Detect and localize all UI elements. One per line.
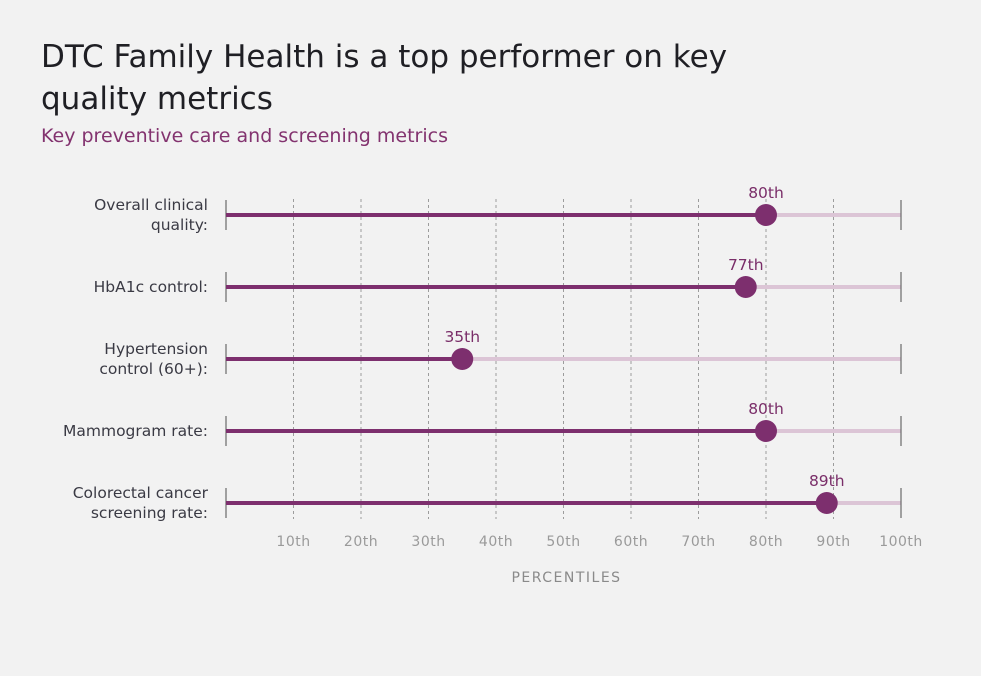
value-label: 89th bbox=[809, 472, 845, 490]
tick-label: 40th bbox=[479, 534, 513, 550]
value-dot bbox=[755, 420, 777, 442]
row-label: Overall clinical bbox=[94, 196, 208, 214]
value-dot bbox=[451, 348, 474, 370]
value-dot bbox=[734, 276, 757, 298]
row-label: control (60+): bbox=[99, 360, 208, 378]
row-label: Mammogram rate: bbox=[63, 422, 208, 440]
value-label: 35th bbox=[444, 328, 480, 346]
row-label: screening rate: bbox=[91, 504, 208, 522]
chart-subtitle: Key preventive care and screening metric… bbox=[41, 125, 448, 147]
value-label: 77th bbox=[728, 256, 764, 274]
tick-label: 90th bbox=[816, 534, 850, 550]
value-dot bbox=[815, 492, 838, 514]
tick-label: 80th bbox=[749, 534, 783, 550]
tick-label: 60th bbox=[614, 534, 648, 550]
row-label: Colorectal cancer bbox=[73, 484, 209, 502]
x-axis-title: PERCENTILES bbox=[511, 570, 621, 586]
row-label: quality: bbox=[151, 216, 208, 234]
value-label: 80th bbox=[748, 400, 784, 418]
tick-label: 30th bbox=[411, 534, 445, 550]
tick-label: 10th bbox=[276, 534, 310, 550]
chart-title: DTC Family Health is a top performer on … bbox=[41, 39, 728, 117]
tick-label: 100th bbox=[879, 534, 923, 550]
value-dot bbox=[755, 204, 777, 226]
tick-label: 70th bbox=[681, 534, 715, 550]
tick-label: 20th bbox=[344, 534, 378, 550]
row-label: HbA1c control: bbox=[94, 278, 208, 296]
row-label: Hypertension bbox=[104, 340, 208, 358]
tick-label: 50th bbox=[546, 534, 580, 550]
value-label: 80th bbox=[748, 184, 784, 202]
